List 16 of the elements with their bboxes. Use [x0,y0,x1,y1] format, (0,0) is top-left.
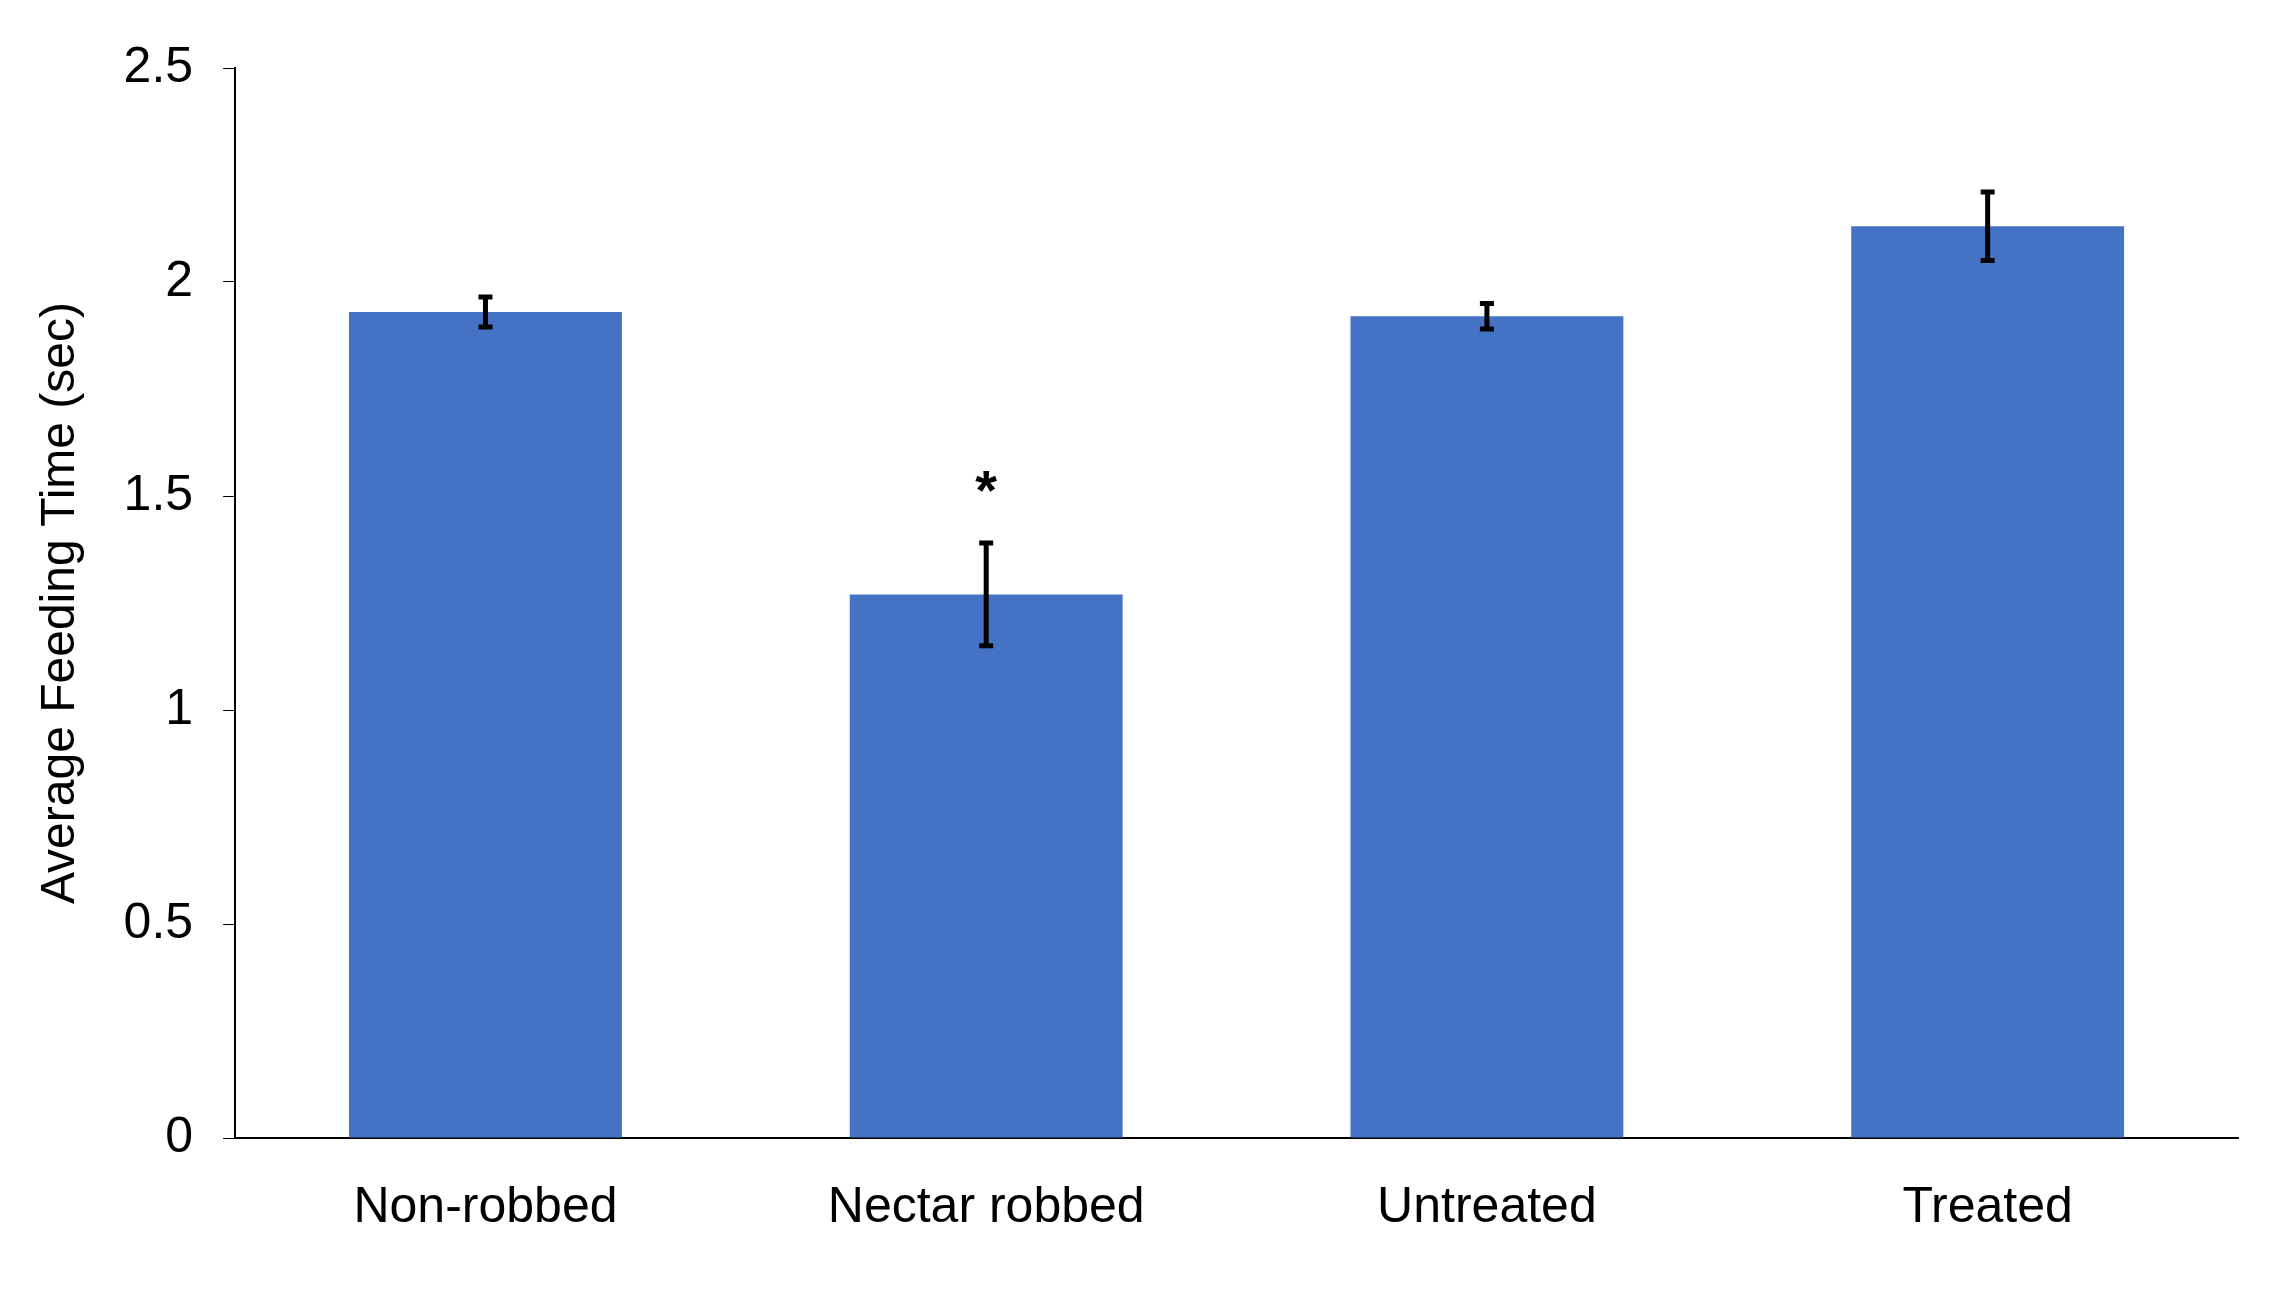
y-tick-label: 0 [165,1106,194,1163]
annotation: * [975,457,998,521]
x-tick-label: Untreated [1377,1176,1597,1233]
x-tick-label: Non-robbed [353,1176,618,1233]
bar [849,594,1123,1138]
y-tick-label: 2.5 [123,36,194,93]
y-axis-title: Average Feeding Time (sec) [31,301,85,905]
y-tick-label: 1 [165,678,194,735]
y-tick-label: 0.5 [123,892,194,949]
bar [349,311,622,1138]
x-tick-label: Treated [1902,1176,2073,1233]
bar [1350,316,1624,1138]
y-tick-label: 1.5 [123,464,194,521]
y-tick-label: 2 [165,250,194,307]
x-tick-label: Nectar robbed [827,1176,1145,1233]
bar [1851,226,2125,1138]
